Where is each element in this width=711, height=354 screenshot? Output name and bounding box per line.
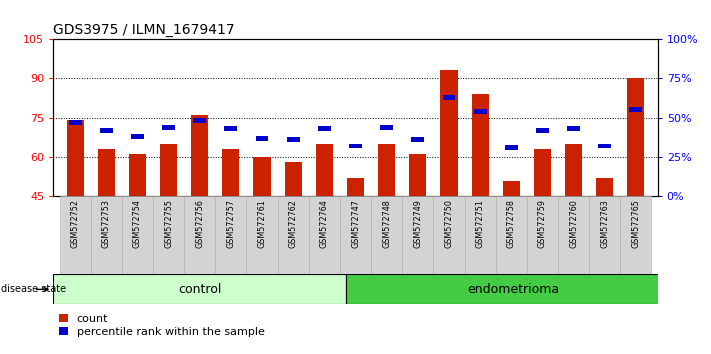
Bar bbox=[347, 178, 364, 196]
Text: GSM572756: GSM572756 bbox=[196, 199, 204, 248]
Text: GSM572761: GSM572761 bbox=[257, 199, 267, 247]
Bar bbox=[215, 196, 247, 274]
Bar bbox=[629, 108, 642, 112]
Bar bbox=[318, 126, 331, 131]
Bar bbox=[100, 128, 113, 133]
Bar bbox=[380, 125, 393, 130]
Bar bbox=[558, 196, 589, 274]
Text: endometrioma: endometrioma bbox=[466, 283, 559, 296]
Bar bbox=[567, 126, 580, 131]
Bar bbox=[153, 196, 184, 274]
Bar bbox=[129, 154, 146, 196]
Bar bbox=[565, 144, 582, 196]
Bar bbox=[620, 196, 651, 274]
Text: GSM572754: GSM572754 bbox=[133, 199, 142, 248]
Text: GSM572758: GSM572758 bbox=[507, 199, 515, 248]
Text: control: control bbox=[178, 283, 221, 296]
Bar bbox=[247, 196, 277, 274]
Text: GSM572757: GSM572757 bbox=[226, 199, 235, 248]
Text: GSM572762: GSM572762 bbox=[289, 199, 298, 248]
Text: disease state: disease state bbox=[1, 284, 66, 295]
Legend: count, percentile rank within the sample: count, percentile rank within the sample bbox=[59, 314, 264, 337]
Bar bbox=[527, 196, 558, 274]
Bar bbox=[474, 109, 486, 114]
Text: GSM572752: GSM572752 bbox=[70, 199, 80, 248]
Bar bbox=[589, 196, 620, 274]
Bar bbox=[191, 115, 208, 196]
Text: GSM572751: GSM572751 bbox=[476, 199, 485, 248]
Text: GSM572765: GSM572765 bbox=[631, 199, 641, 248]
Text: GSM572749: GSM572749 bbox=[413, 199, 422, 248]
Bar bbox=[496, 196, 527, 274]
Bar bbox=[534, 149, 551, 196]
Text: GSM572753: GSM572753 bbox=[102, 199, 111, 248]
Bar bbox=[277, 196, 309, 274]
Bar bbox=[536, 128, 549, 133]
Text: GDS3975 / ILMN_1679417: GDS3975 / ILMN_1679417 bbox=[53, 23, 235, 36]
Text: GSM572760: GSM572760 bbox=[569, 199, 578, 247]
Bar bbox=[223, 149, 240, 196]
Bar bbox=[67, 120, 84, 196]
Bar bbox=[505, 145, 518, 150]
Bar bbox=[287, 137, 299, 142]
Bar bbox=[412, 137, 424, 142]
Bar bbox=[284, 162, 301, 196]
Bar bbox=[193, 119, 206, 123]
Bar bbox=[349, 144, 362, 148]
Bar bbox=[316, 144, 333, 196]
Bar bbox=[162, 125, 175, 130]
Text: GSM572763: GSM572763 bbox=[600, 199, 609, 247]
Bar bbox=[340, 196, 371, 274]
Bar bbox=[596, 178, 614, 196]
Text: GSM572755: GSM572755 bbox=[164, 199, 173, 248]
Bar bbox=[598, 144, 611, 148]
Bar bbox=[53, 274, 346, 304]
Text: GSM572750: GSM572750 bbox=[444, 199, 454, 248]
Bar bbox=[225, 126, 237, 131]
Bar bbox=[122, 196, 153, 274]
Bar bbox=[346, 274, 680, 304]
Bar bbox=[160, 144, 177, 196]
Bar bbox=[410, 154, 427, 196]
Bar bbox=[371, 196, 402, 274]
Bar bbox=[97, 149, 115, 196]
Text: GSM572747: GSM572747 bbox=[351, 199, 360, 248]
Bar bbox=[402, 196, 434, 274]
Bar bbox=[60, 196, 91, 274]
Bar bbox=[378, 144, 395, 196]
Text: GSM572759: GSM572759 bbox=[538, 199, 547, 248]
Bar bbox=[442, 95, 455, 99]
Text: GSM572764: GSM572764 bbox=[320, 199, 329, 247]
Bar bbox=[464, 196, 496, 274]
Bar bbox=[131, 134, 144, 139]
Bar bbox=[440, 70, 457, 196]
Bar bbox=[69, 120, 82, 125]
Bar bbox=[256, 136, 269, 141]
Bar bbox=[91, 196, 122, 274]
Bar bbox=[627, 78, 644, 196]
Text: GSM572748: GSM572748 bbox=[382, 199, 391, 247]
Bar bbox=[184, 196, 215, 274]
Bar bbox=[434, 196, 464, 274]
Bar bbox=[309, 196, 340, 274]
Bar bbox=[471, 94, 488, 196]
Bar bbox=[503, 181, 520, 196]
Bar bbox=[254, 157, 271, 196]
